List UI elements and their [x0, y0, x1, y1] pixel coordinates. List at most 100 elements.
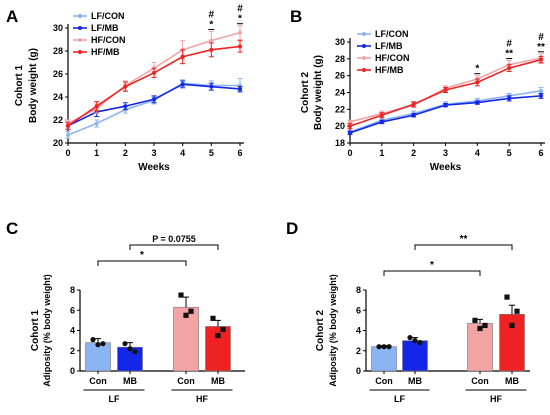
significance-bracket — [383, 270, 481, 276]
data-point — [412, 338, 418, 344]
data-point — [504, 294, 510, 300]
data-point — [507, 96, 512, 101]
data-point — [178, 292, 184, 298]
y-tick-label: 22 — [335, 104, 345, 114]
y-tick-label: 8 — [70, 285, 75, 295]
x-tick-label: 1 — [94, 148, 99, 158]
y-tick-label: 0 — [70, 366, 75, 376]
data-point — [539, 93, 543, 98]
significance-bracket — [129, 244, 219, 250]
y-tick-label: 8 — [356, 285, 361, 295]
y-tick-label: 22 — [53, 115, 63, 125]
y-tick-label: 20 — [335, 121, 345, 131]
x-tick-label: MB — [408, 376, 422, 386]
group-label: LF — [109, 394, 120, 404]
legend-label: LF/MB — [91, 23, 119, 33]
x-tick-label: 4 — [180, 148, 185, 158]
significance-mark: * — [238, 14, 242, 25]
data-point — [238, 30, 242, 35]
group-label: HF — [196, 394, 208, 404]
chart-d: 0 2 4 6 8 Cohort 2 Adiposity (% body weight) Co… — [315, 234, 530, 404]
legend-marker — [362, 68, 366, 72]
significance-bracket — [414, 244, 513, 250]
legend-label: HF/CON — [375, 53, 410, 63]
x-tick-label: 0 — [347, 148, 352, 158]
x-tick-label: MB — [123, 376, 137, 386]
y-tick-label: 0 — [356, 366, 361, 376]
data-point — [100, 341, 106, 347]
data-point — [379, 119, 384, 124]
x-tick-label: 6 — [237, 148, 242, 158]
significance-mark: ** — [505, 49, 513, 60]
significance-mark: * — [209, 19, 213, 30]
chart-b: 0 1 2 3 4 5 6 18 20 22 24 26 28 30 Weeks Cohort 2 Body w… — [300, 29, 545, 173]
data-point — [509, 322, 515, 329]
y-tick-label: 4 — [356, 326, 361, 336]
data-point — [220, 326, 226, 333]
data-point — [94, 121, 99, 126]
y-tick-label: 2 — [70, 346, 75, 356]
data-point — [209, 38, 214, 43]
x-tick-label: MB — [211, 376, 225, 386]
data-point — [188, 308, 194, 314]
panel-label-b: B — [290, 7, 302, 26]
data-point — [348, 119, 352, 124]
legend-label: LF/CON — [375, 29, 409, 39]
x-tick-label: 1 — [379, 148, 384, 158]
data-point — [132, 349, 138, 355]
data-point — [180, 82, 185, 87]
panel-label-a: A — [6, 7, 18, 26]
x-tick-label: 5 — [507, 148, 512, 158]
data-point — [386, 344, 392, 350]
significance-mark: # — [538, 32, 544, 43]
data-point — [507, 66, 512, 71]
legend-label: HF/MB — [375, 65, 404, 75]
x-tick-label: 4 — [475, 148, 480, 158]
data-point — [417, 340, 423, 346]
series-line — [67, 83, 241, 127]
group-label: LF — [394, 394, 405, 404]
legend-marker — [362, 44, 366, 48]
significance-label: ** — [460, 234, 468, 245]
data-point — [209, 84, 214, 89]
significance-mark: * — [475, 64, 479, 75]
data-point — [66, 123, 70, 128]
data-point — [443, 87, 448, 92]
significance-mark: # — [506, 39, 512, 50]
bar — [402, 340, 428, 372]
significance-label: * — [140, 250, 144, 261]
group-label: HF — [490, 394, 502, 404]
y-axis-title-cohort: Cohort 1 — [30, 310, 41, 352]
data-point — [514, 308, 520, 314]
y-axis-title-cohort: Cohort 2 — [300, 72, 311, 114]
x-tick-label: 6 — [538, 148, 543, 158]
y-axis-title-weight: Body weight (g) — [28, 48, 39, 123]
significance-mark: # — [237, 4, 243, 15]
bar — [371, 346, 397, 372]
chart-c: 0 2 4 6 8 Cohort 1 Adiposity (% body weight) Co… — [30, 234, 245, 404]
data-point — [407, 334, 413, 341]
y-axis-title-adiposity: Adiposity (% body weight) — [42, 274, 52, 387]
data-point — [122, 341, 128, 347]
legend-label: HF/CON — [91, 35, 126, 45]
data-point — [127, 346, 133, 352]
data-point — [66, 132, 70, 137]
data-point — [539, 57, 543, 62]
data-point — [123, 84, 128, 89]
data-point — [477, 325, 483, 332]
x-tick-label: Con — [471, 376, 489, 386]
legend-marker — [78, 50, 82, 54]
x-axis-title: Weeks — [430, 162, 462, 173]
x-tick-label: 2 — [411, 148, 416, 158]
data-point — [381, 344, 387, 350]
data-point — [411, 113, 416, 118]
data-point — [475, 80, 480, 85]
data-point — [94, 104, 99, 109]
panel-label-d: D — [286, 219, 298, 238]
y-tick-label: 28 — [53, 46, 63, 56]
y-axis-title-cohort: Cohort 2 — [315, 310, 326, 352]
data-point — [180, 54, 185, 59]
y-axis-title-cohort: Cohort 1 — [14, 65, 25, 107]
legend-marker — [78, 38, 82, 42]
data-point — [482, 322, 488, 329]
